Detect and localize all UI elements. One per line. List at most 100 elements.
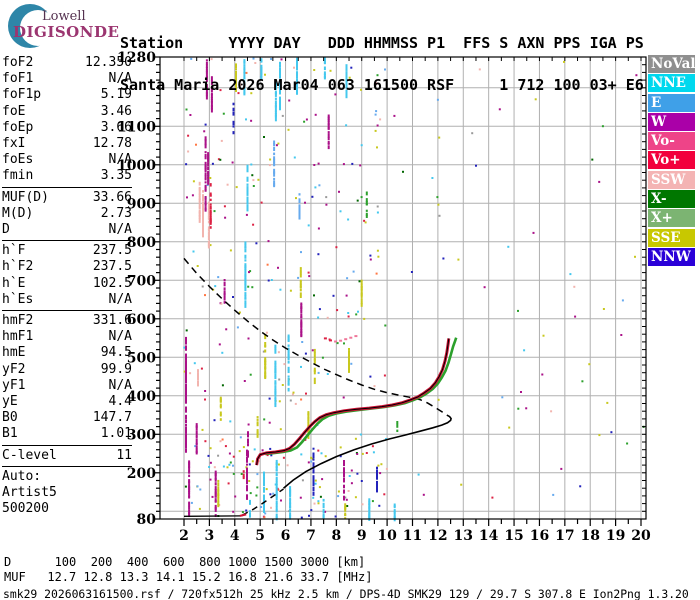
header-line-values: Santa Maria 2026 Mar04 063 161500 RSF 1 … [120, 76, 644, 94]
param-label: Auto: [2, 468, 42, 484]
param-value: 94.5 [100, 345, 132, 361]
param-label: D [2, 222, 10, 238]
legend-item-E: E [648, 93, 695, 112]
y-tick-label: 200 [127, 466, 156, 482]
param-divider [2, 240, 132, 242]
param-value: 11 [116, 447, 132, 463]
param-label: B0 [2, 410, 18, 426]
lowell-digisonde-logo: Lowell DIGISONDE [4, 2, 120, 48]
x-tick-label: 20 [631, 528, 651, 544]
param-row: h`F 237.5 [2, 243, 132, 259]
param-label: foF2 [2, 55, 34, 70]
y-tick-label: 500 [127, 350, 156, 366]
logo-lowell-text: Lowell [42, 9, 86, 24]
x-tick-label: 19 [606, 528, 625, 544]
param-divider [2, 465, 132, 467]
param-row: Auto: [2, 469, 132, 485]
distance-row: D 100 200 400 600 800 1000 1500 3000 [km… [4, 555, 366, 569]
logo-digisonde-text: DIGISONDE [13, 23, 120, 41]
legend-item-NoVal: NoVal [648, 55, 695, 73]
parameter-panel: foF2 12.350 foF1 N/A foF1p 5.19 foE 3.46 foEp 3.6… [2, 55, 132, 517]
header-line-columns: Station YYYY DAY DDD HHMMSS P1 FFS S AXN… [120, 34, 644, 52]
param-label: Artist5 [2, 485, 57, 501]
param-row: B0 147.7 [2, 410, 132, 426]
param-value: 102.5 [92, 275, 132, 291]
legend-item-X-: X- [648, 190, 695, 209]
param-label: foEp [2, 119, 34, 135]
legend-item-Vo+: Vo+ [648, 151, 695, 170]
param-row: h`E 102.5 [2, 276, 132, 292]
y-tick-label: 400 [127, 389, 156, 405]
param-row: D N/A [2, 222, 132, 238]
param-value: N/A [108, 71, 132, 87]
param-label: B1 [2, 426, 18, 442]
x-tick-label: 7 [306, 528, 316, 544]
x-tick-label: 8 [331, 528, 341, 544]
y-tick-label: 1100 [117, 119, 156, 135]
param-row: foEp 3.66 [2, 120, 132, 136]
param-label: MUF(D) [2, 189, 49, 205]
param-value: N/A [108, 152, 132, 168]
y-tick-label: 800 [127, 235, 156, 251]
param-label: h`E [2, 275, 26, 291]
param-value: 147.7 [92, 410, 132, 426]
param-value: N/A [108, 329, 132, 345]
param-value: 3.66 [100, 119, 132, 135]
x-tick-label: 10 [377, 528, 397, 544]
x-tick-label: 18 [580, 528, 599, 544]
station-header: Station YYYY DAY DDD HHMMSS P1 FFS S AXN… [120, 8, 644, 120]
y-tick-label: 900 [127, 196, 156, 212]
x-tick-label: 13 [454, 528, 473, 544]
param-row: Artist5 [2, 485, 132, 501]
legend-item-Vo-: Vo- [648, 132, 695, 151]
param-row: foE 3.46 [2, 104, 132, 120]
param-value: 12.350 [85, 55, 132, 70]
param-label: yF1 [2, 377, 26, 393]
param-label: h`F2 [2, 259, 34, 275]
param-value: 331.6 [92, 313, 132, 329]
y-tick-label: 300 [127, 427, 156, 443]
param-label: hmE [2, 345, 26, 361]
param-row: fmin 3.35 [2, 168, 132, 184]
param-label: hmF2 [2, 313, 34, 329]
param-row: hmF2 331.6 [2, 313, 132, 329]
param-label: 500200 [2, 501, 49, 517]
param-row: foEs N/A [2, 152, 132, 168]
x-tick-label: 14 [479, 528, 499, 544]
legend-item-SSE: SSE [648, 228, 695, 247]
x-tick-label: 12 [428, 528, 447, 544]
param-label: h`F [2, 243, 26, 259]
param-value: 2.73 [100, 205, 132, 221]
param-row: foF1p 5.19 [2, 87, 132, 103]
param-row: h`Es N/A [2, 292, 132, 308]
param-row: hmE 94.5 [2, 345, 132, 361]
param-value: 12.78 [92, 136, 132, 152]
param-label: foE [2, 103, 26, 119]
param-divider [2, 444, 132, 446]
muf-row: MUF 12.7 12.8 13.3 14.1 15.2 16.8 21.6 3… [4, 570, 373, 584]
param-label: C-level [2, 447, 57, 463]
param-row: C-level 11 [2, 448, 132, 464]
x-tick-label: 6 [281, 528, 291, 544]
param-label: fmin [2, 168, 34, 184]
param-value: 99.9 [100, 361, 132, 377]
x-tick-label: 5 [255, 528, 265, 544]
logo-crescent-icon [8, 4, 56, 48]
y-tick-label: 600 [127, 312, 156, 328]
param-value: N/A [108, 222, 132, 238]
x-tick-label: 16 [530, 528, 549, 544]
y-tick-label: 80 [137, 512, 157, 528]
param-label: yE [2, 394, 18, 410]
param-row: hmF1 N/A [2, 329, 132, 345]
param-value: 1.01 [100, 426, 132, 442]
param-label: foF1 [2, 71, 34, 87]
legend-item-W: W [648, 112, 695, 131]
legend-item-X+: X+ [648, 209, 695, 228]
param-label: h`Es [2, 291, 34, 307]
param-value: 33.66 [92, 189, 132, 205]
param-divider [2, 186, 132, 188]
x-tick-label: 3 [205, 528, 215, 544]
param-label: fxI [2, 136, 26, 152]
